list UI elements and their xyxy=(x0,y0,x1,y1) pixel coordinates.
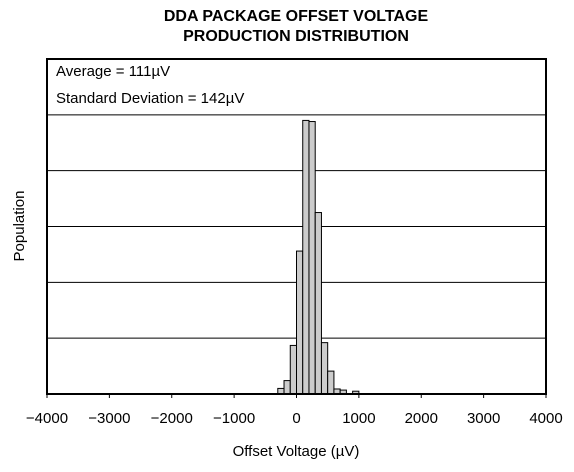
bar xyxy=(327,370,335,395)
x-tick-label: 2000 xyxy=(405,410,438,427)
bar xyxy=(308,121,316,395)
x-tick-label: −2000 xyxy=(151,410,193,427)
annotation: Standard Deviation = 142µV xyxy=(56,90,244,107)
x-axis-label: Offset Voltage (µV) xyxy=(233,443,360,460)
bar xyxy=(302,119,310,395)
annotation: Average = 111µV xyxy=(56,63,170,80)
x-tick-label: 1000 xyxy=(342,410,375,427)
bar xyxy=(289,344,298,395)
x-tick-label: −1000 xyxy=(213,410,255,427)
x-tick-label: 0 xyxy=(292,410,300,427)
plot-frame xyxy=(46,58,547,395)
x-tick-label: 3000 xyxy=(467,410,500,427)
x-tick-label: 4000 xyxy=(529,410,562,427)
x-tick-label: −4000 xyxy=(26,410,68,427)
chart-title: PRODUCTION DISTRIBUTION xyxy=(183,28,409,45)
bar xyxy=(314,212,322,395)
bar xyxy=(283,380,291,395)
bar xyxy=(296,250,304,395)
bar xyxy=(320,342,329,395)
chart-title: DDA PACKAGE OFFSET VOLTAGE xyxy=(164,8,429,25)
y-axis-label: Population xyxy=(11,191,28,262)
x-tick-label: −3000 xyxy=(88,410,130,427)
